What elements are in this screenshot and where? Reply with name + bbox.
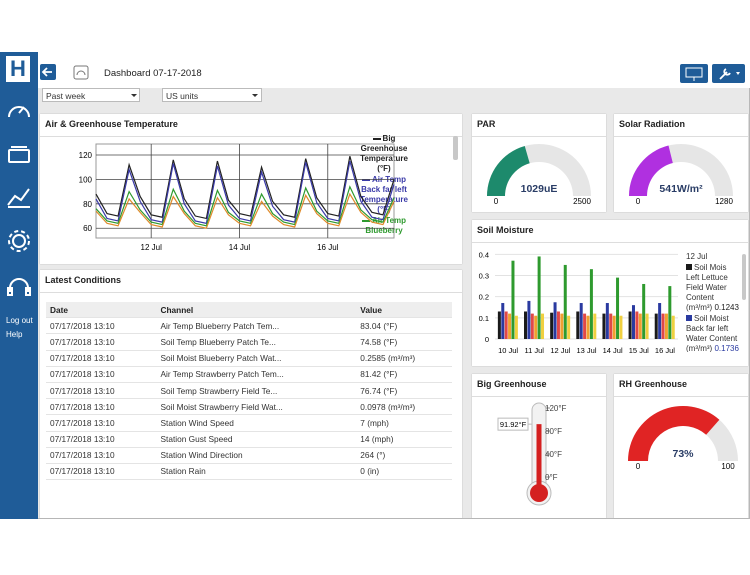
legend-label: Soil Moist Back far left Water Content (… <box>686 314 738 352</box>
table-cell: 0.2585 (m³/m³) <box>356 350 452 367</box>
scrollbar[interactable] <box>742 254 746 300</box>
table-cell: 264 (°) <box>356 447 452 464</box>
table-cell: 76.74 (°F) <box>356 382 452 400</box>
panel-title: PAR <box>477 119 496 129</box>
table-cell: Soil Moist Strawberry Field Wat... <box>156 398 357 416</box>
scrollbar[interactable] <box>453 136 458 160</box>
cards-icon[interactable] <box>8 149 30 163</box>
units-select[interactable]: US units <box>162 88 262 102</box>
select-arrows <box>131 94 258 97</box>
table-cell: 14 (mph) <box>356 431 452 448</box>
legend-label: Big Greenhouse Temperature (°F) <box>360 134 408 173</box>
table-cell: Air Temp Blueberry Patch Tem... <box>156 317 357 335</box>
legend-swatch <box>686 315 692 321</box>
table-cell: 07/17/2018 13:10 <box>46 447 157 464</box>
table-row: 07/17/2018 13:10 Air Temp Strawberry Patc… <box>46 366 452 383</box>
table-cell: 07/17/2018 13:10 <box>46 463 157 481</box>
table-cell: 0.0978 (m³/m³) <box>356 398 452 416</box>
table-row: 07/17/2018 13:10 Station Gust Speed 14 (mp… <box>46 431 452 448</box>
dashboard-icon[interactable] <box>8 106 30 118</box>
logout-link[interactable]: Log out <box>6 316 33 325</box>
soil-legend: 12 Jul Soil Mois Left Lettuce Field Water… <box>686 252 742 352</box>
table-cell: Soil Temp Strawberry Field Te... <box>156 382 357 400</box>
legend-entry: Soil Mois Left Lettuce Field Water Conte… <box>686 263 742 313</box>
legend-entry: Big Greenhouse Temperature (°F) <box>354 134 414 174</box>
table-cell: 07/17/2018 13:10 <box>46 398 157 416</box>
table-row: 07/17/2018 13:10 Soil Temp Blueberry Patc… <box>46 333 452 351</box>
conditions-table: Date Channel Value 07/17/2018 13:10 Air Temp… <box>46 302 452 481</box>
toolbar: Dashboard 07-17-2018 <box>38 52 750 88</box>
table-cell: Station Wind Direction <box>156 447 357 464</box>
period-select[interactable]: Past week <box>42 88 140 102</box>
table-cell: 07/17/2018 13:10 <box>46 382 157 400</box>
legend-label: Soil Mois Left Lettuce Field Water Conte… <box>686 263 728 312</box>
legend-entry: Air Temp Back far left Temperature (°F) <box>354 175 414 215</box>
sidebar-icons <box>7 106 31 296</box>
table-cell: Soil Temp Blueberry Patch Te... <box>156 333 357 351</box>
soil-panel: Soil Moisture <box>472 220 748 366</box>
table-row: 07/17/2018 13:10 Soil Moist Strawberry Fi… <box>46 398 452 416</box>
rh-panel: RH Greenhouse <box>614 374 748 518</box>
table-row: 07/17/2018 13:10 Soil Temp Strawberry Fie… <box>46 382 452 400</box>
panel-title: Solar Radiation <box>619 119 686 129</box>
table-cell: Soil Moist Blueberry Patch Wat... <box>156 350 357 367</box>
par-panel: PAR <box>472 114 606 212</box>
table-cell: Station Rain <box>156 463 357 481</box>
legend-entry: Air Temp Blueberry <box>354 216 414 236</box>
panel-title: Latest Conditions <box>45 275 121 285</box>
table-cell: 07/17/2018 13:10 <box>46 350 157 367</box>
panel-title: RH Greenhouse <box>619 379 688 389</box>
legend-swatch <box>372 137 381 140</box>
panel-title: Soil Moisture <box>477 225 534 235</box>
table-cell: 0 (in) <box>356 463 452 481</box>
legend-swatch <box>361 178 370 181</box>
table-cell: 83.04 (°F) <box>356 317 452 335</box>
column-header: Value <box>356 302 452 319</box>
logo[interactable]: H <box>6 56 30 82</box>
table-cell: Station Gust Speed <box>156 431 357 448</box>
help-link[interactable]: Help <box>6 330 23 339</box>
table-cell: 07/17/2018 13:10 <box>46 317 157 335</box>
chart-icon[interactable] <box>7 188 30 206</box>
present-button[interactable] <box>680 64 708 83</box>
dashboard-icon <box>73 65 89 80</box>
table-cell: 74.58 (°F) <box>356 333 452 351</box>
legend-header: 12 Jul <box>686 252 708 261</box>
solar-panel: Solar Radiation <box>614 114 748 212</box>
table-cell: Station Wind Speed <box>156 414 357 432</box>
table-cell: 07/17/2018 13:10 <box>46 333 157 351</box>
legend-swatch <box>686 264 692 270</box>
table-cell: Air Temp Strawberry Patch Tem... <box>156 366 357 383</box>
column-header: Date <box>46 302 157 319</box>
toolbar-icons <box>40 64 745 83</box>
temperature-legend: Big Greenhouse Temperature (°F) Air Temp … <box>354 134 414 236</box>
column-header: Channel <box>156 302 357 319</box>
panel-title: Big Greenhouse <box>477 379 547 389</box>
table-cell: 81.42 (°F) <box>356 366 452 383</box>
table-cell: 07/17/2018 13:10 <box>46 431 157 448</box>
table-cell: 07/17/2018 13:10 <box>46 414 157 432</box>
legend-entry: Soil Moist Back far left Water Content (… <box>686 314 742 352</box>
legend-label: Air Temp Blueberry <box>365 216 407 235</box>
table-row: 07/17/2018 13:10 Station Wind Direction 26… <box>46 447 452 464</box>
sidebar: H Log out Help <box>0 52 38 519</box>
thermometer-panel: Big Greenhouse <box>472 374 606 518</box>
dashboard-title: Dashboard 07-17-2018 <box>104 68 202 79</box>
table-row: 07/17/2018 13:10 Air Temp Blueberry Patch… <box>46 317 452 335</box>
settings-icon[interactable] <box>12 234 26 248</box>
legend-value: 0.1243 <box>714 303 739 312</box>
table-row: 07/17/2018 13:10 Station Rain 0 (in) <box>46 463 452 481</box>
table-row: 07/17/2018 13:10 Station Wind Speed 7 (mph… <box>46 414 452 432</box>
panel-title: Air & Greenhouse Temperature <box>45 119 178 129</box>
table-cell: 07/17/2018 13:10 <box>46 366 157 383</box>
table-header: Date Channel Value <box>46 302 452 319</box>
legend-swatch <box>361 219 370 222</box>
table-cell: 7 (mph) <box>356 414 452 432</box>
table-row: 07/17/2018 13:10 Soil Moist Blueberry Pat… <box>46 350 452 367</box>
legend-value: 0.1736 <box>714 344 739 352</box>
